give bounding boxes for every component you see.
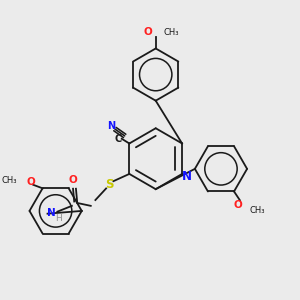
Text: CH₃: CH₃ [2, 176, 17, 185]
Text: O: O [68, 175, 77, 185]
Text: N: N [107, 121, 116, 130]
Text: CH₃: CH₃ [164, 28, 179, 37]
Text: CH₃: CH₃ [250, 206, 266, 215]
Text: H: H [55, 214, 62, 223]
Text: S: S [105, 178, 113, 190]
Text: N: N [182, 170, 192, 183]
Text: N: N [46, 208, 56, 218]
Text: O: O [233, 200, 242, 209]
Text: O: O [26, 177, 35, 187]
Text: O: O [143, 27, 152, 37]
Text: C: C [114, 134, 122, 144]
